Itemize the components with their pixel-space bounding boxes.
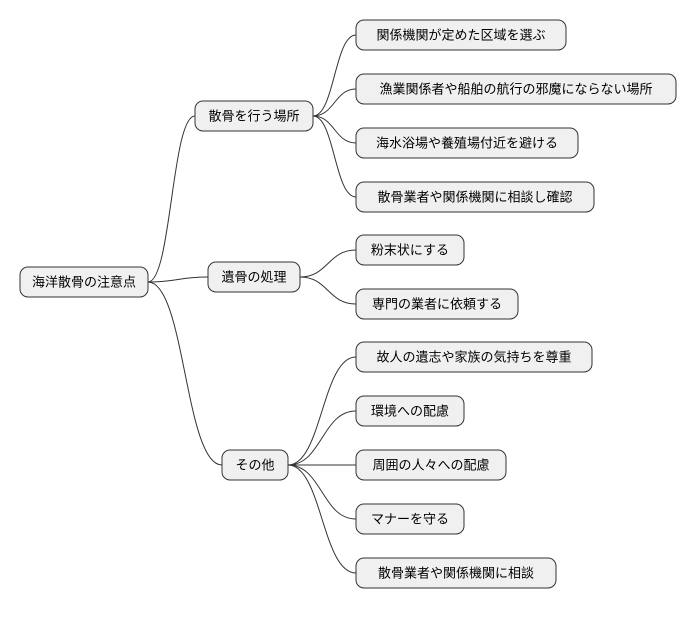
node-label: 周囲の人々への配慮 (372, 457, 489, 472)
mindmap-node: 専門の業者に依頼する (356, 289, 518, 319)
mindmap-node: 関係機関が定めた区域を選ぶ (356, 20, 566, 50)
edge (288, 465, 356, 519)
mindmap-node: 遺骨の処理 (208, 262, 300, 292)
mindmap-node: 周囲の人々への配慮 (356, 450, 506, 480)
node-label: 散骨業者や関係機関に相談 (378, 565, 534, 580)
node-label: 専門の業者に依頼する (372, 296, 502, 311)
edge (148, 277, 208, 282)
nodes: 海洋散骨の注意点 散骨を行う場所 関係機関が定めた区域を選ぶ漁業関係者や船舶の航行の… (20, 20, 676, 588)
mindmap-node: 散骨を行う場所 (195, 101, 313, 131)
node-label: 遺骨の処理 (221, 269, 286, 284)
node-label: マナーを守る (371, 511, 449, 526)
node-label: 散骨業者や関係機関に相談し確認 (377, 189, 572, 204)
node-label: 故人の遺志や家族の気持ちを尊重 (376, 349, 571, 364)
mindmap-node: その他 (222, 450, 288, 480)
mindmap-node: 故人の遺志や家族の気持ちを尊重 (356, 342, 592, 372)
edge (288, 357, 356, 465)
mindmap-node: マナーを守る (356, 504, 464, 534)
mindmap-node: 環境への配慮 (356, 396, 464, 426)
mindmap-node: 散骨業者や関係機関に相談 (356, 558, 556, 588)
edge (300, 250, 356, 277)
node-label: 粉末状にする (371, 242, 449, 257)
edge (148, 282, 222, 465)
mindmap-node: 海水浴場や養殖場付近を避ける (356, 128, 578, 158)
edge (288, 465, 356, 573)
edge (313, 89, 356, 116)
edge (288, 411, 356, 465)
node-label: その他 (235, 457, 274, 472)
edge (313, 35, 356, 116)
node-label: 環境への配慮 (371, 403, 449, 418)
edge (313, 116, 356, 197)
node-label: 海洋散骨の注意点 (32, 274, 136, 289)
node-label: 関係機関が定めた区域を選ぶ (376, 27, 545, 42)
edge (313, 116, 356, 143)
mindmap-node: 粉末状にする (356, 235, 464, 265)
node-label: 散骨を行う場所 (208, 108, 299, 123)
edge (300, 277, 356, 304)
edge (148, 116, 195, 282)
mindmap-canvas: 海洋散骨の注意点 散骨を行う場所 関係機関が定めた区域を選ぶ漁業関係者や船舶の航行の… (0, 0, 684, 640)
mindmap-node: 漁業関係者や船舶の航行の邪魔にならない場所 (356, 74, 676, 104)
node-label: 漁業関係者や船舶の航行の邪魔にならない場所 (379, 81, 652, 96)
mindmap-node: 海洋散骨の注意点 (20, 267, 148, 297)
mindmap-node: 散骨業者や関係機関に相談し確認 (356, 182, 594, 212)
node-label: 海水浴場や養殖場付近を避ける (376, 135, 558, 150)
